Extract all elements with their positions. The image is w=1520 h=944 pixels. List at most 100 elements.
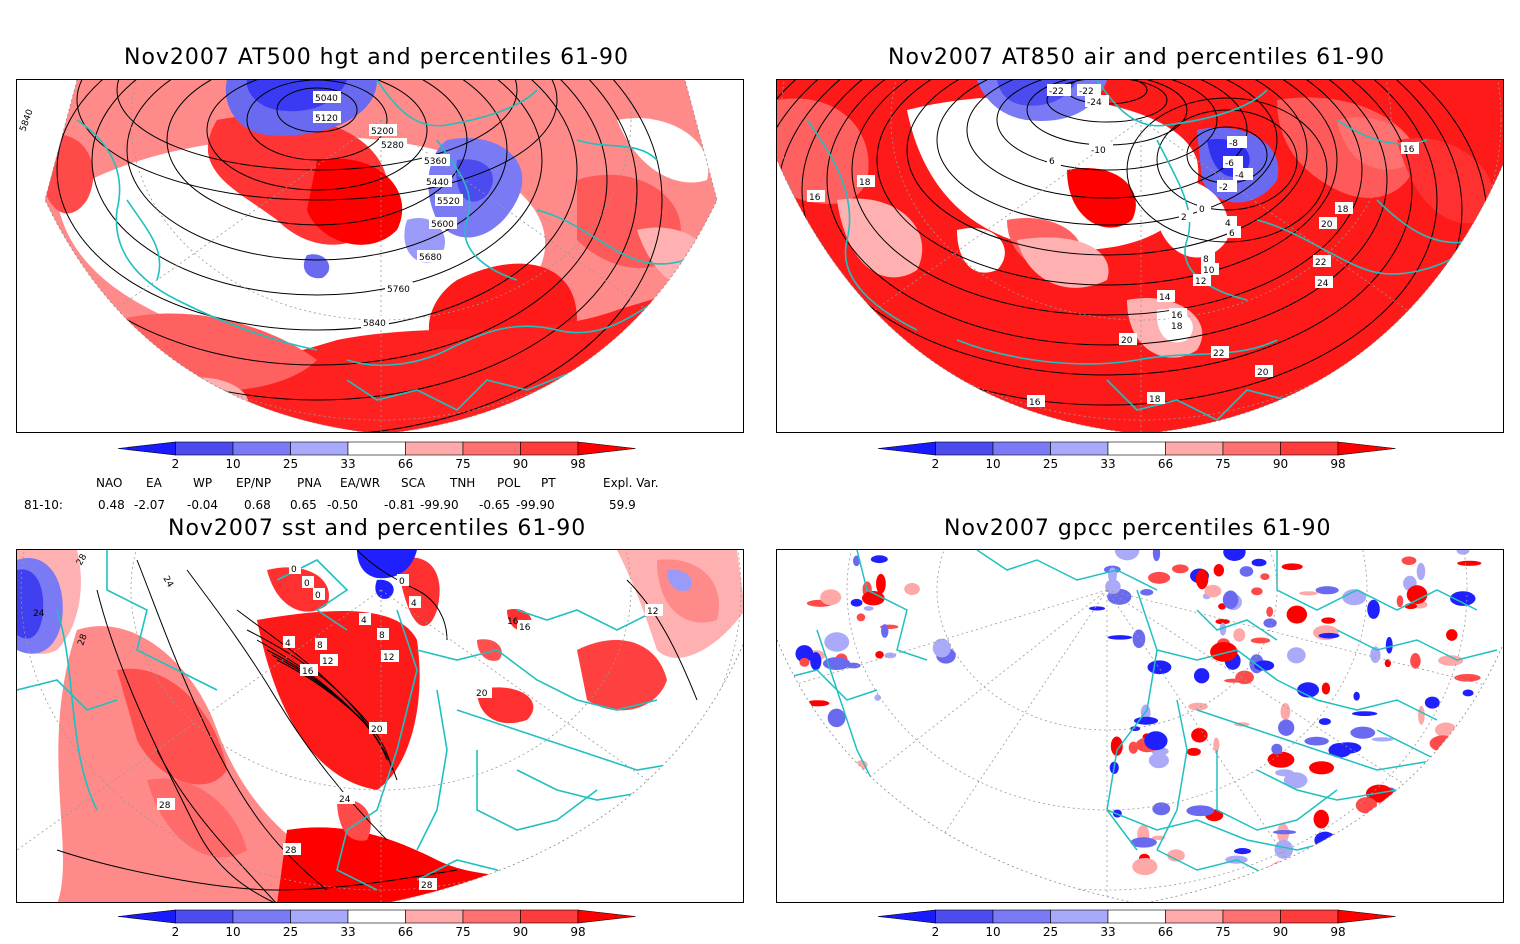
precip-anomaly-patch [1130, 837, 1157, 848]
precip-anomaly-patch [1266, 865, 1288, 871]
colorbar-swatch [347, 441, 406, 456]
colorbar-tick-label: 10 [225, 925, 240, 939]
contour-label: 4 [361, 616, 367, 626]
colorbar-tick-label: 75 [1215, 925, 1230, 939]
index-header: Expl. Var. [603, 476, 659, 490]
contour-label: 16 [302, 667, 314, 677]
colorbar-swatch [290, 441, 349, 456]
index-value: 0.65 [290, 498, 317, 512]
precip-anomaly-patch [1424, 696, 1440, 709]
precip-anomaly-patch [1446, 629, 1458, 641]
precip-anomaly-patch [1215, 618, 1230, 625]
colorbar-swatches: 2 10 25 33 66 75 90 98 [877, 441, 1396, 471]
contour-label: 5200 [371, 127, 394, 137]
map-hgt-svg: 5040 5120 5200 5280 5360 5440 5520 5600 … [18, 80, 718, 432]
precip-anomaly-patch [1355, 797, 1378, 814]
precip-anomaly-patch [1234, 848, 1252, 855]
precip-anomaly-patch [1385, 636, 1393, 654]
precip-anomaly-patch [1388, 837, 1398, 848]
contour-label: 16 [809, 193, 821, 203]
index-value: -0.65 [479, 498, 511, 512]
colorbar-swatch [232, 909, 291, 924]
contour-label: 16 [1171, 311, 1183, 321]
precip-anomaly-patch [1152, 802, 1171, 816]
map-panel-air: -22 -24 -22 -10 -8 -6 -4 -2 0 2 4 6 8 10… [776, 79, 1504, 433]
precip-anomaly-patch [1341, 862, 1350, 877]
precip-anomaly-patch [1297, 682, 1320, 698]
contour-label: 5760 [387, 285, 410, 295]
precip-anomaly-patch [1401, 556, 1417, 565]
precip-anomaly-patch [1438, 840, 1447, 852]
precip-anomaly-patch [1269, 860, 1292, 880]
colorbar-sst: 2 10 25 33 66 75 90 98 [117, 909, 636, 939]
colorbar-hgt: 2 10 25 33 66 75 90 98 [117, 441, 636, 471]
contour-label: 24 [33, 609, 45, 619]
precip-anomaly-patch [850, 797, 862, 816]
precip-anomaly-patch [1167, 849, 1185, 862]
precip-anomaly-patch [1384, 659, 1391, 668]
colorbar-swatch [1222, 441, 1281, 456]
precip-anomaly-patch [1223, 550, 1246, 561]
precip-anomaly-patch [1313, 809, 1330, 829]
colorbar-swatch [290, 909, 349, 924]
precip-anomaly-patch [1350, 726, 1376, 739]
contour-label: 5840 [363, 319, 386, 329]
precip-anomaly-patch [828, 801, 848, 813]
index-header: EA/WR [340, 476, 381, 490]
contour-label: 18 [1149, 395, 1161, 405]
colorbar-swatch [462, 909, 521, 924]
precip-anomaly-patch [797, 805, 819, 818]
contour-label: 5600 [431, 220, 454, 230]
contour-label: 0 [315, 591, 321, 601]
precip-anomaly-patch [1392, 802, 1421, 809]
contour-label: 0 [291, 565, 297, 575]
contour-label: 18 [1171, 322, 1183, 332]
precip-anomaly-patch [1274, 839, 1294, 859]
precip-anomaly-patch [1462, 689, 1474, 697]
map-panel-hgt: 5040 5120 5200 5280 5360 5440 5520 5600 … [16, 79, 744, 433]
precip-anomaly-patch [856, 613, 866, 622]
precip-anomaly-patch [1399, 834, 1412, 847]
colorbar-swatches: 2 10 25 33 66 75 90 98 [117, 441, 636, 471]
precip-anomaly-patch [1278, 719, 1295, 736]
precip-anomaly-patch [1466, 779, 1474, 798]
colorbar-swatch [992, 441, 1051, 456]
precip-anomaly-patch [1321, 682, 1331, 695]
contour-label: 4 [1225, 219, 1231, 229]
contour-label: 20 [1121, 336, 1133, 346]
index-value: 0.48 [98, 498, 125, 512]
contour-label: 5040 [315, 94, 338, 104]
precip-anomaly-patch [1186, 747, 1201, 756]
precip-anomaly-patch [1283, 861, 1311, 866]
colorbar-swatch [1050, 909, 1109, 924]
contour-label: 4 [285, 639, 291, 649]
index-header: EA [146, 476, 162, 490]
contour-label: -24 [1087, 98, 1102, 108]
panel-title-hgt: Nov2007 AT500 hgt and percentiles 61-90 [124, 45, 629, 70]
precip-anomaly-patch [874, 694, 881, 701]
index-value: -99.90 [420, 498, 459, 512]
precip-anomaly-patch [1463, 738, 1472, 743]
precip-anomaly-patch [881, 624, 889, 638]
precip-anomaly-patch [863, 606, 874, 611]
colorbar-swatches: 2 10 25 33 66 75 90 98 [877, 909, 1396, 939]
colorbar-swatch [1165, 909, 1224, 924]
colorbar-tick-label: 25 [283, 457, 298, 471]
precip-anomaly-patch [861, 590, 885, 606]
precip-anomaly-patch [788, 709, 808, 721]
precip-anomaly-patch [1251, 587, 1263, 596]
colorbar-swatch [877, 909, 936, 924]
colorbar-swatch [1050, 441, 1109, 456]
index-header: SCA [401, 476, 426, 490]
precip-anomaly-patch [824, 632, 850, 652]
precip-anomaly-patch [1148, 752, 1169, 769]
colorbar-tick-label: 25 [1043, 457, 1058, 471]
precip-anomaly-patch [1404, 603, 1418, 610]
contour-label: 0 [399, 577, 405, 587]
colorbar-tick-label: 90 [1273, 457, 1288, 471]
contour-label: 8 [1203, 255, 1209, 265]
precip-anomaly-patch [1213, 737, 1220, 753]
precip-anomaly-patch [1213, 564, 1225, 577]
contour-label: -2 [1219, 183, 1228, 193]
colorbar-tick-label: 90 [513, 925, 528, 939]
